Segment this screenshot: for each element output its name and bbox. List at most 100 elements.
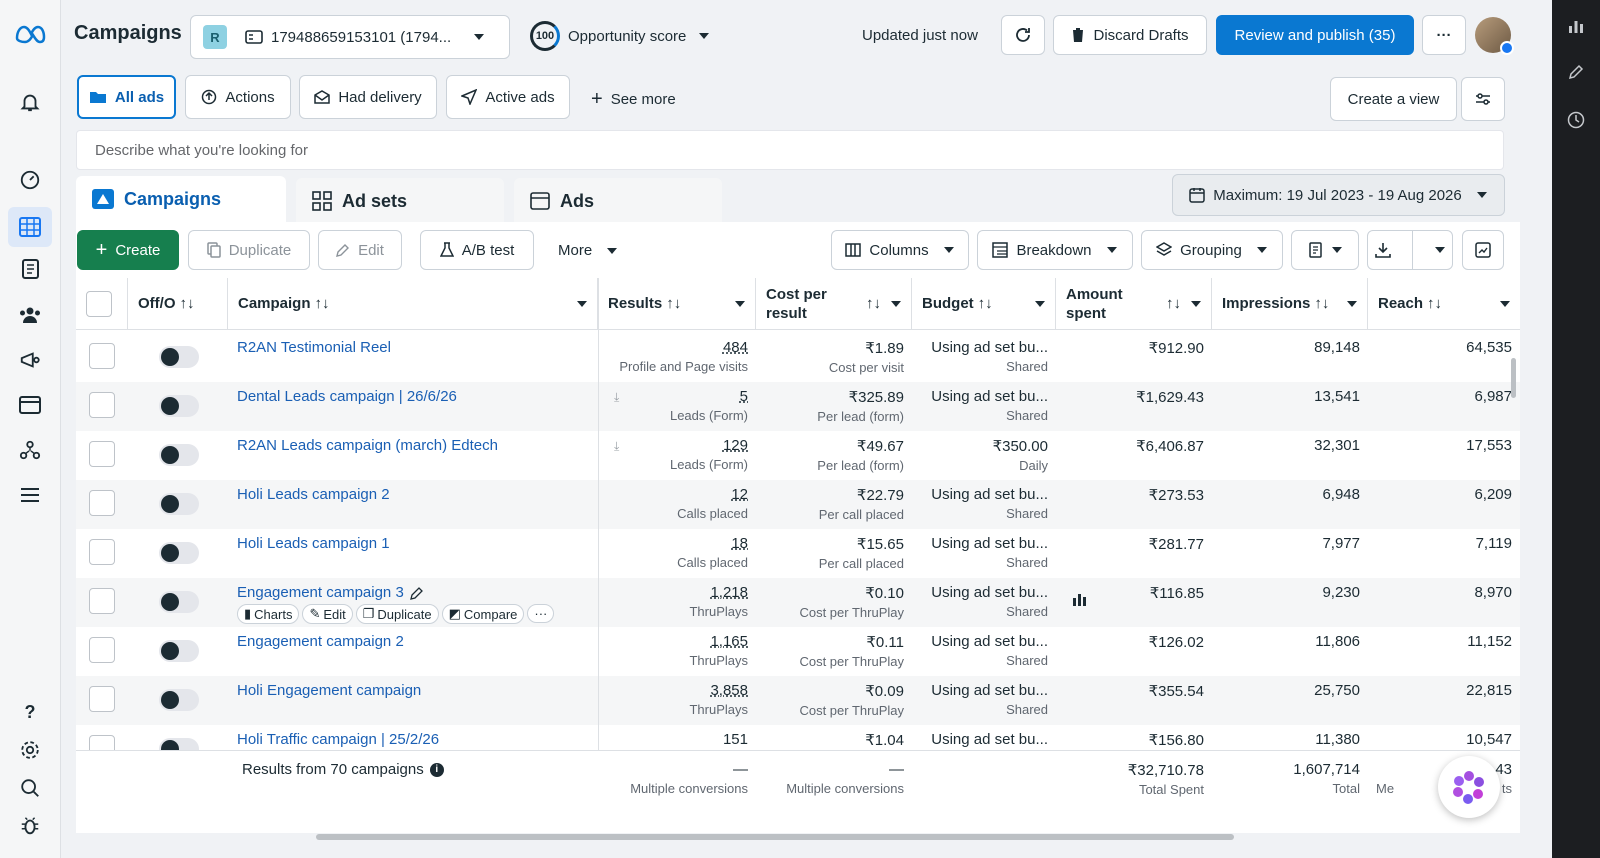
all-tools-menu-icon[interactable] xyxy=(18,483,42,507)
column-header-impressions[interactable]: Impressions ↑↓ xyxy=(1212,278,1368,330)
search-icon[interactable] xyxy=(18,776,42,800)
campaign-link[interactable]: Holi Leads campaign 2 xyxy=(237,486,390,503)
profile-avatar[interactable] xyxy=(1475,17,1514,55)
column-header-offon[interactable]: Off/O ↑↓ xyxy=(128,278,228,330)
column-header-amount-spent[interactable]: Amount spent ↑↓ xyxy=(1056,278,1212,330)
more-actions-dropdown[interactable]: More xyxy=(558,242,618,259)
pages-document-icon[interactable] xyxy=(18,258,42,282)
table-row[interactable]: Engagement campaign 2 1,165 ThruPlays ₹0.11… xyxy=(76,627,1520,676)
view-settings-button[interactable] xyxy=(1461,77,1505,121)
select-all-checkbox[interactable] xyxy=(86,290,112,317)
campaign-toggle[interactable] xyxy=(159,689,199,711)
audiences-people-icon[interactable] xyxy=(18,303,42,327)
campaign-link[interactable]: Engagement campaign 3 xyxy=(237,584,404,601)
review-publish-button[interactable]: Review and publish (35) xyxy=(1216,15,1414,55)
row-checkbox[interactable] xyxy=(89,539,115,565)
charts-view-button[interactable] xyxy=(1462,230,1504,270)
row-checkbox[interactable] xyxy=(89,441,115,467)
help-question-icon[interactable]: ? xyxy=(24,701,36,722)
create-button[interactable]: + Create xyxy=(77,230,179,270)
opportunity-score-button[interactable]: 100 Opportunity score xyxy=(530,21,710,51)
column-header-reach[interactable]: Reach ↑↓ xyxy=(1368,278,1520,330)
notifications-bell-icon[interactable] xyxy=(18,90,42,114)
breakdown-button[interactable]: Breakdown xyxy=(977,230,1133,270)
campaign-toggle[interactable] xyxy=(159,542,199,564)
ai-assistant-button[interactable] xyxy=(1438,756,1500,818)
more-options-button[interactable]: ··· xyxy=(1422,15,1466,55)
search-input[interactable]: Describe what you're looking for xyxy=(76,130,1504,170)
campaign-toggle[interactable] xyxy=(159,493,199,515)
export-button[interactable] xyxy=(1367,230,1453,270)
filter-active-ads[interactable]: Active ads xyxy=(446,75,570,119)
report-bug-icon[interactable] xyxy=(18,814,42,838)
row-checkbox[interactable] xyxy=(89,392,115,418)
vertical-scrollbar[interactable] xyxy=(1511,358,1516,398)
ads-manager-table-icon[interactable] xyxy=(8,207,52,247)
column-header-results[interactable]: Results ↑↓ xyxy=(598,278,756,330)
campaign-link[interactable]: Dental Leads campaign | 26/6/26 xyxy=(237,388,457,405)
grouping-button[interactable]: Grouping xyxy=(1141,230,1283,270)
campaign-toggle[interactable] xyxy=(159,444,199,466)
campaign-toggle[interactable] xyxy=(159,591,199,613)
duplicate-button[interactable]: Duplicate xyxy=(188,230,310,270)
create-view-button[interactable]: Create a view xyxy=(1330,77,1457,121)
edit-button[interactable]: Edit xyxy=(318,230,402,270)
table-row[interactable]: Holi Leads campaign 2 12 Calls placed ₹22.7… xyxy=(76,480,1520,529)
campaign-link[interactable]: R2AN Testimonial Reel xyxy=(237,339,391,356)
filter-all-ads[interactable]: All ads xyxy=(77,75,176,119)
campaign-link[interactable]: Holi Engagement campaign xyxy=(237,682,422,699)
bar-chart-icon[interactable] xyxy=(1072,592,1088,606)
table-row[interactable]: Dental Leads campaign | 26/6/26 ⤓ 5 Leads (… xyxy=(76,382,1520,431)
download-leads-icon[interactable]: ⤓ xyxy=(614,439,620,453)
row-edit-button[interactable]: ✎ Edit xyxy=(302,604,353,624)
table-row[interactable]: R2AN Leads campaign (march) Edtech ⤓ 129 Le… xyxy=(76,431,1520,480)
ab-test-button[interactable]: A/B test xyxy=(420,230,534,270)
row-checkbox[interactable] xyxy=(89,490,115,516)
see-more-filters[interactable]: + See more xyxy=(591,88,676,111)
filter-had-delivery[interactable]: Had delivery xyxy=(299,75,437,119)
discard-drafts-button[interactable]: Discard Drafts xyxy=(1053,15,1207,55)
column-header-budget[interactable]: Budget ↑↓ xyxy=(912,278,1056,330)
row-charts-button[interactable]: ▮ Charts xyxy=(237,604,300,624)
reports-dropdown-button[interactable] xyxy=(1291,230,1359,270)
table-row[interactable]: Holi Leads campaign 1 18 Calls placed ₹15.6… xyxy=(76,529,1520,578)
row-checkbox[interactable] xyxy=(89,637,115,663)
info-icon[interactable]: i xyxy=(429,762,444,777)
tab-ads[interactable]: Ads xyxy=(514,178,722,224)
horizontal-scrollbar[interactable] xyxy=(316,834,1234,840)
table-row[interactable]: R2AN Testimonial Reel 484 Profile and Page… xyxy=(76,333,1520,382)
row-duplicate-button[interactable]: ❐ Duplicate xyxy=(355,604,439,624)
campaign-toggle[interactable] xyxy=(159,395,199,417)
table-row[interactable]: Engagement campaign 3 ▮ Charts ✎ Edit ❐ Duplic… xyxy=(76,578,1520,627)
billing-card-icon[interactable] xyxy=(18,393,42,417)
campaign-toggle[interactable] xyxy=(159,738,199,750)
history-clock-icon[interactable] xyxy=(1566,110,1586,130)
table-row[interactable]: Holi Engagement campaign 3,858 ThruPlays ₹0… xyxy=(76,676,1520,725)
row-checkbox[interactable] xyxy=(89,588,115,614)
column-header-campaign[interactable]: Campaign ↑↓ xyxy=(228,278,598,330)
campaign-link[interactable]: Holi Leads campaign 1 xyxy=(237,535,390,552)
edit-name-pencil-icon[interactable] xyxy=(409,586,424,600)
campaign-toggle[interactable] xyxy=(159,640,199,662)
dashboard-gauge-icon[interactable] xyxy=(18,168,42,192)
ad-account-selector[interactable]: R 179488659153101 (1794... xyxy=(190,15,510,59)
row-compare-button[interactable]: ◩ Compare xyxy=(441,604,525,624)
settings-gear-icon[interactable] xyxy=(18,738,42,762)
table-row[interactable]: Holi Traffic campaign | 25/2/26 151 ₹1.04 U… xyxy=(76,725,1520,750)
campaign-link[interactable]: R2AN Leads campaign (march) Edtech xyxy=(237,437,498,454)
charts-panel-icon[interactable] xyxy=(1566,16,1586,36)
column-header-cost-per-result[interactable]: Cost per result ↑↓ xyxy=(756,278,912,330)
date-range-picker[interactable]: Maximum: 19 Jul 2023 - 19 Aug 2026 xyxy=(1172,174,1505,216)
edit-pencil-panel-icon[interactable] xyxy=(1566,62,1586,82)
campaign-toggle[interactable] xyxy=(159,346,199,368)
row-checkbox[interactable] xyxy=(89,686,115,712)
filter-actions[interactable]: Actions xyxy=(185,75,291,119)
download-leads-icon[interactable]: ⤓ xyxy=(614,390,620,404)
columns-button[interactable]: Columns xyxy=(831,230,969,270)
tab-ad-sets[interactable]: Ad sets xyxy=(296,178,504,224)
row-more-button[interactable]: ··· xyxy=(527,604,555,623)
campaign-link[interactable]: Engagement campaign 2 xyxy=(237,633,404,650)
refresh-button[interactable] xyxy=(1001,15,1045,55)
campaign-link[interactable]: Holi Traffic campaign | 25/2/26 xyxy=(237,731,440,748)
row-checkbox[interactable] xyxy=(89,343,115,369)
